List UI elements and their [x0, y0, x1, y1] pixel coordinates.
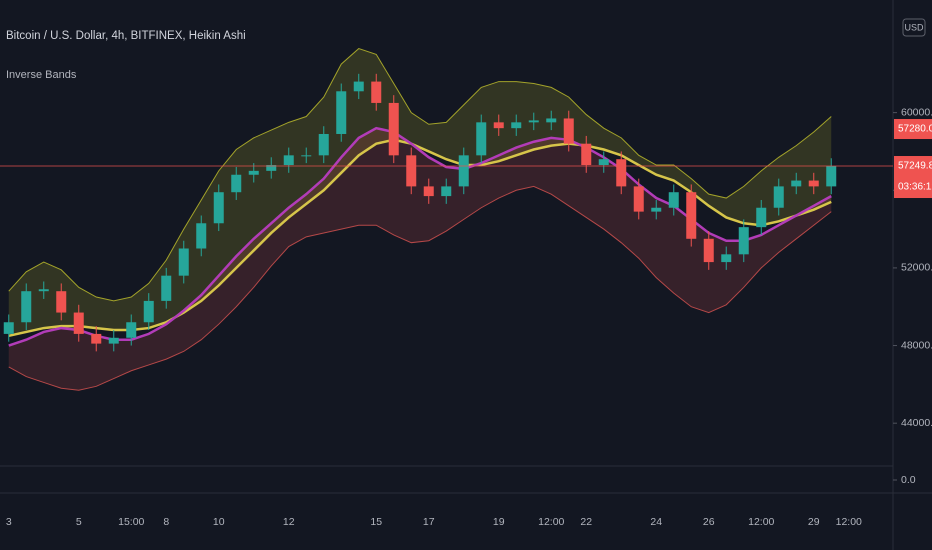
candle-body	[38, 289, 49, 292]
candle-body	[633, 186, 644, 212]
candle-body	[528, 120, 539, 123]
candle-body	[493, 122, 504, 129]
candle-body	[598, 159, 609, 166]
x-tick-label: 15:00	[118, 516, 144, 528]
candle-body	[3, 322, 14, 334]
band-line	[8, 185, 832, 391]
candle-body	[826, 166, 837, 187]
candle-body	[441, 186, 452, 197]
candle-body	[686, 192, 697, 239]
candle-body	[651, 207, 662, 212]
y-tick-label: 52000.0	[901, 262, 932, 274]
candle-body	[668, 192, 679, 208]
candle-body	[808, 180, 819, 187]
y-tick-label: 44000.0	[901, 417, 932, 429]
lower-band-fill	[8, 128, 832, 391]
x-tick-label: 3	[6, 516, 12, 528]
candle-body	[738, 227, 749, 255]
candle-body	[388, 102, 399, 156]
candle-body	[756, 207, 767, 228]
price-label-box	[894, 119, 932, 140]
candle-body	[56, 291, 67, 313]
candle-body	[266, 165, 277, 171]
candle-body	[511, 122, 522, 129]
candle-body	[581, 143, 592, 166]
x-tick-label: 12:00	[748, 516, 774, 528]
candle-body	[791, 180, 802, 187]
x-tick-label: 24	[650, 516, 662, 528]
candle-body	[336, 91, 347, 134]
candle-body	[108, 337, 119, 344]
x-tick-label: 29	[808, 516, 820, 528]
price-label: 57280.0	[898, 124, 932, 135]
price-countdown: 03:36:12	[898, 182, 932, 193]
candle-body	[318, 133, 329, 156]
candle-body	[406, 155, 417, 187]
x-tick-label: 5	[76, 516, 82, 528]
candle-body	[353, 81, 364, 92]
x-tick-label: 17	[423, 516, 435, 528]
y-tick-label: 48000.0	[901, 339, 932, 351]
candle-body	[616, 159, 627, 187]
x-tick-label: 15	[370, 516, 382, 528]
candle-body	[126, 322, 137, 338]
x-tick-label: 8	[163, 516, 169, 528]
band-line	[8, 48, 832, 302]
y-tick-label: 60000.0	[901, 106, 932, 118]
currency-label[interactable]: USD	[904, 22, 924, 32]
price-label: 57249.8	[898, 161, 932, 172]
candle-body	[178, 248, 189, 276]
indicator-name: Inverse Bands	[6, 69, 77, 81]
candle-body	[161, 275, 172, 301]
candle-body	[73, 312, 84, 334]
plot-area	[3, 48, 837, 391]
candle-body	[773, 186, 784, 208]
candle-body	[283, 155, 294, 166]
x-tick-label: 12:00	[836, 516, 862, 528]
currency-button[interactable]	[902, 18, 926, 37]
candle-body	[423, 186, 434, 197]
x-tick-label: 22	[580, 516, 592, 528]
x-tick-label: 12:00	[538, 516, 564, 528]
candle-body	[563, 118, 574, 144]
candle-body	[248, 170, 259, 175]
candle-body	[371, 81, 382, 103]
y-tick-label: 0.0	[901, 474, 916, 486]
price-label-box	[894, 156, 932, 199]
candle-body	[196, 223, 207, 249]
x-tick-label: 19	[493, 516, 505, 528]
candle-body	[21, 291, 32, 323]
candle-body	[301, 155, 312, 157]
upper-band-fill	[8, 48, 832, 336]
chart-title: Bitcoin / U.S. Dollar, 4h, BITFINEX, Hei…	[6, 30, 246, 42]
candle-body	[231, 174, 242, 193]
x-tick-label: 12	[283, 516, 295, 528]
candle-body	[213, 192, 224, 224]
candle-body	[91, 333, 102, 344]
candle-body	[143, 300, 154, 323]
candle-body	[458, 155, 469, 187]
candle-body	[721, 254, 732, 263]
candle-body	[546, 118, 557, 123]
x-tick-label: 26	[703, 516, 715, 528]
x-tick-label: 10	[213, 516, 225, 528]
candle-body	[703, 238, 714, 263]
candle-body	[476, 122, 487, 156]
